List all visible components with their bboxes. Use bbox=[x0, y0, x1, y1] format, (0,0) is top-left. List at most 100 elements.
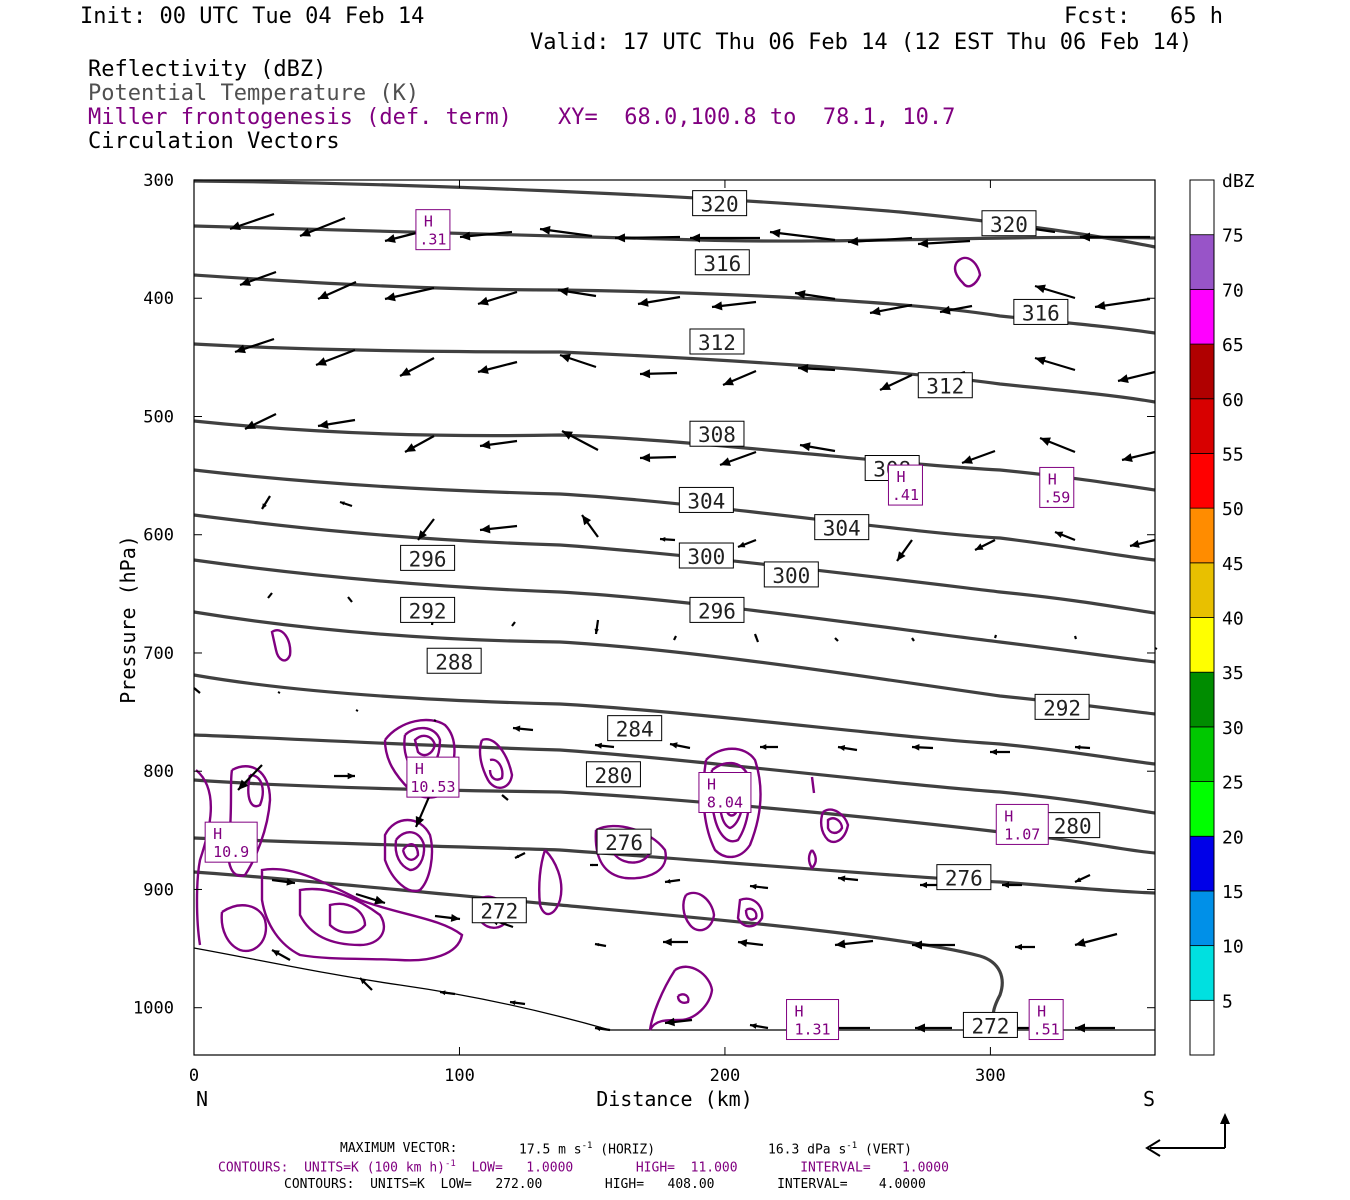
colorbar-segment bbox=[1189, 234, 1215, 290]
circulation-vector bbox=[594, 742, 615, 749]
svg-text:H: H bbox=[1037, 1003, 1046, 1021]
theta-contour bbox=[193, 733, 1156, 815]
svg-text:.31: .31 bbox=[419, 231, 446, 249]
circulation-vector bbox=[244, 413, 277, 430]
circulation-vector bbox=[512, 725, 534, 732]
y-tick-label: 300 bbox=[143, 171, 174, 191]
frontogenesis-contour bbox=[401, 843, 420, 861]
x-tick-label: 0 bbox=[189, 1066, 199, 1086]
theta-label: 320 bbox=[981, 210, 1037, 237]
svg-text:296: 296 bbox=[409, 547, 447, 571]
y-tick-label: 800 bbox=[143, 762, 174, 782]
theta-label: 300 bbox=[763, 561, 819, 588]
svg-text:H: H bbox=[707, 776, 716, 794]
circulation-vector bbox=[961, 449, 996, 465]
frontogenesis-contour bbox=[810, 776, 816, 794]
circulation-vector bbox=[794, 290, 836, 301]
surface-line bbox=[193, 947, 1155, 1031]
y-tick-label: 700 bbox=[143, 644, 174, 664]
svg-text:276: 276 bbox=[945, 867, 983, 891]
legend-theta: Potential Temperature (K) bbox=[88, 81, 420, 106]
theta-label: 292 bbox=[400, 596, 456, 623]
colorbar-segment bbox=[1189, 617, 1215, 673]
circulation-vector bbox=[669, 742, 691, 750]
circulation-vector bbox=[479, 524, 518, 534]
colorbar-segment bbox=[1189, 288, 1215, 345]
frontogenesis-contour bbox=[226, 765, 272, 877]
svg-text:10.9: 10.9 bbox=[213, 843, 249, 861]
circulation-vector bbox=[719, 450, 757, 467]
svg-text:304: 304 bbox=[823, 517, 861, 541]
svg-text:312: 312 bbox=[926, 375, 964, 399]
theta-label: 304 bbox=[678, 486, 734, 513]
frontogenesis-contour bbox=[383, 818, 434, 893]
theta-label: 284 bbox=[607, 715, 663, 742]
svg-text:.59: .59 bbox=[1043, 488, 1070, 506]
legend-reflectivity: Reflectivity (dBZ) bbox=[88, 57, 327, 82]
theta-label: 316 bbox=[694, 249, 750, 276]
circulation-vector bbox=[229, 212, 275, 231]
legend-frontogenesis: Miller frontogenesis (def. term) bbox=[88, 105, 512, 130]
svg-text:320: 320 bbox=[701, 193, 739, 217]
circulation-vector bbox=[594, 619, 600, 635]
valid-time: Valid: 17 UTC Thu 06 Feb 14 (12 EST Thu … bbox=[530, 30, 1193, 55]
svg-text:308: 308 bbox=[698, 423, 736, 447]
circulation-vector bbox=[317, 280, 357, 301]
circulation-vector bbox=[690, 233, 760, 243]
theta-contour bbox=[193, 870, 1004, 1032]
svg-text:300: 300 bbox=[687, 545, 725, 569]
theta-label: 312 bbox=[917, 372, 973, 399]
circulation-vector bbox=[869, 303, 913, 316]
frontogenesis-contour bbox=[195, 769, 213, 946]
circulation-vector bbox=[1073, 635, 1078, 640]
frontogenesis-contour bbox=[819, 808, 850, 844]
circulation-vector bbox=[1034, 356, 1076, 372]
colorbar-label: 65 bbox=[1222, 335, 1244, 356]
frontogenesis-contour bbox=[270, 629, 292, 662]
frontogenesis-contour bbox=[394, 831, 426, 872]
plot-frame bbox=[193, 179, 1156, 1056]
max-vector-horiz: 17.5 m s-1 (HORIZ) bbox=[519, 1141, 656, 1158]
circulation-vector bbox=[479, 439, 518, 450]
circulation-vector bbox=[799, 442, 836, 453]
frontogenesis-contour bbox=[676, 993, 690, 1004]
circulation-vector bbox=[834, 939, 874, 949]
circulation-vector bbox=[590, 863, 598, 867]
circulation-vector bbox=[594, 1026, 611, 1032]
circulation-vector bbox=[347, 596, 353, 603]
y-tick-label: 600 bbox=[143, 526, 174, 546]
circulation-vector bbox=[639, 453, 677, 463]
colorbar-segment bbox=[1189, 398, 1215, 454]
frontogenesis-contour bbox=[744, 907, 758, 921]
circulation-vector bbox=[355, 709, 359, 712]
circulation-vector bbox=[339, 500, 353, 508]
circulation-vector bbox=[834, 637, 839, 642]
theta-label: 292 bbox=[1034, 693, 1090, 720]
circulation-vector bbox=[334, 772, 355, 780]
colorbar-label: 75 bbox=[1222, 226, 1244, 247]
contours-fronto-info: CONTOURS: UNITS=K (100 km h)-1 LOW= 1.00… bbox=[218, 1159, 949, 1176]
circulation-vector bbox=[434, 914, 461, 922]
circulation-vector bbox=[722, 369, 757, 387]
circulation-vector bbox=[664, 878, 681, 884]
circulation-vector bbox=[1054, 530, 1076, 542]
circulation-vector bbox=[837, 875, 859, 882]
frontogenesis-contour bbox=[953, 256, 982, 288]
colorbar-segment bbox=[1189, 945, 1215, 1001]
circulation-vector bbox=[637, 295, 681, 307]
frontogenesis-contour bbox=[702, 747, 762, 859]
circulation-vector bbox=[915, 1023, 952, 1033]
theta-label: 304 bbox=[814, 514, 870, 541]
circulation-vector bbox=[359, 977, 373, 991]
circulation-vector bbox=[261, 495, 271, 510]
theta-label: 280 bbox=[1045, 812, 1101, 839]
colorbar-segment bbox=[1189, 453, 1215, 509]
svg-text:H: H bbox=[896, 468, 905, 486]
svg-text:H: H bbox=[213, 825, 222, 843]
circulation-vector bbox=[847, 236, 913, 246]
frontogenesis-contour bbox=[826, 817, 844, 835]
max-vector-label: MAXIMUM VECTOR: bbox=[340, 1141, 458, 1156]
circulation-vector bbox=[315, 348, 356, 367]
colorbar-segment bbox=[1189, 781, 1215, 837]
svg-text:304: 304 bbox=[687, 489, 725, 513]
